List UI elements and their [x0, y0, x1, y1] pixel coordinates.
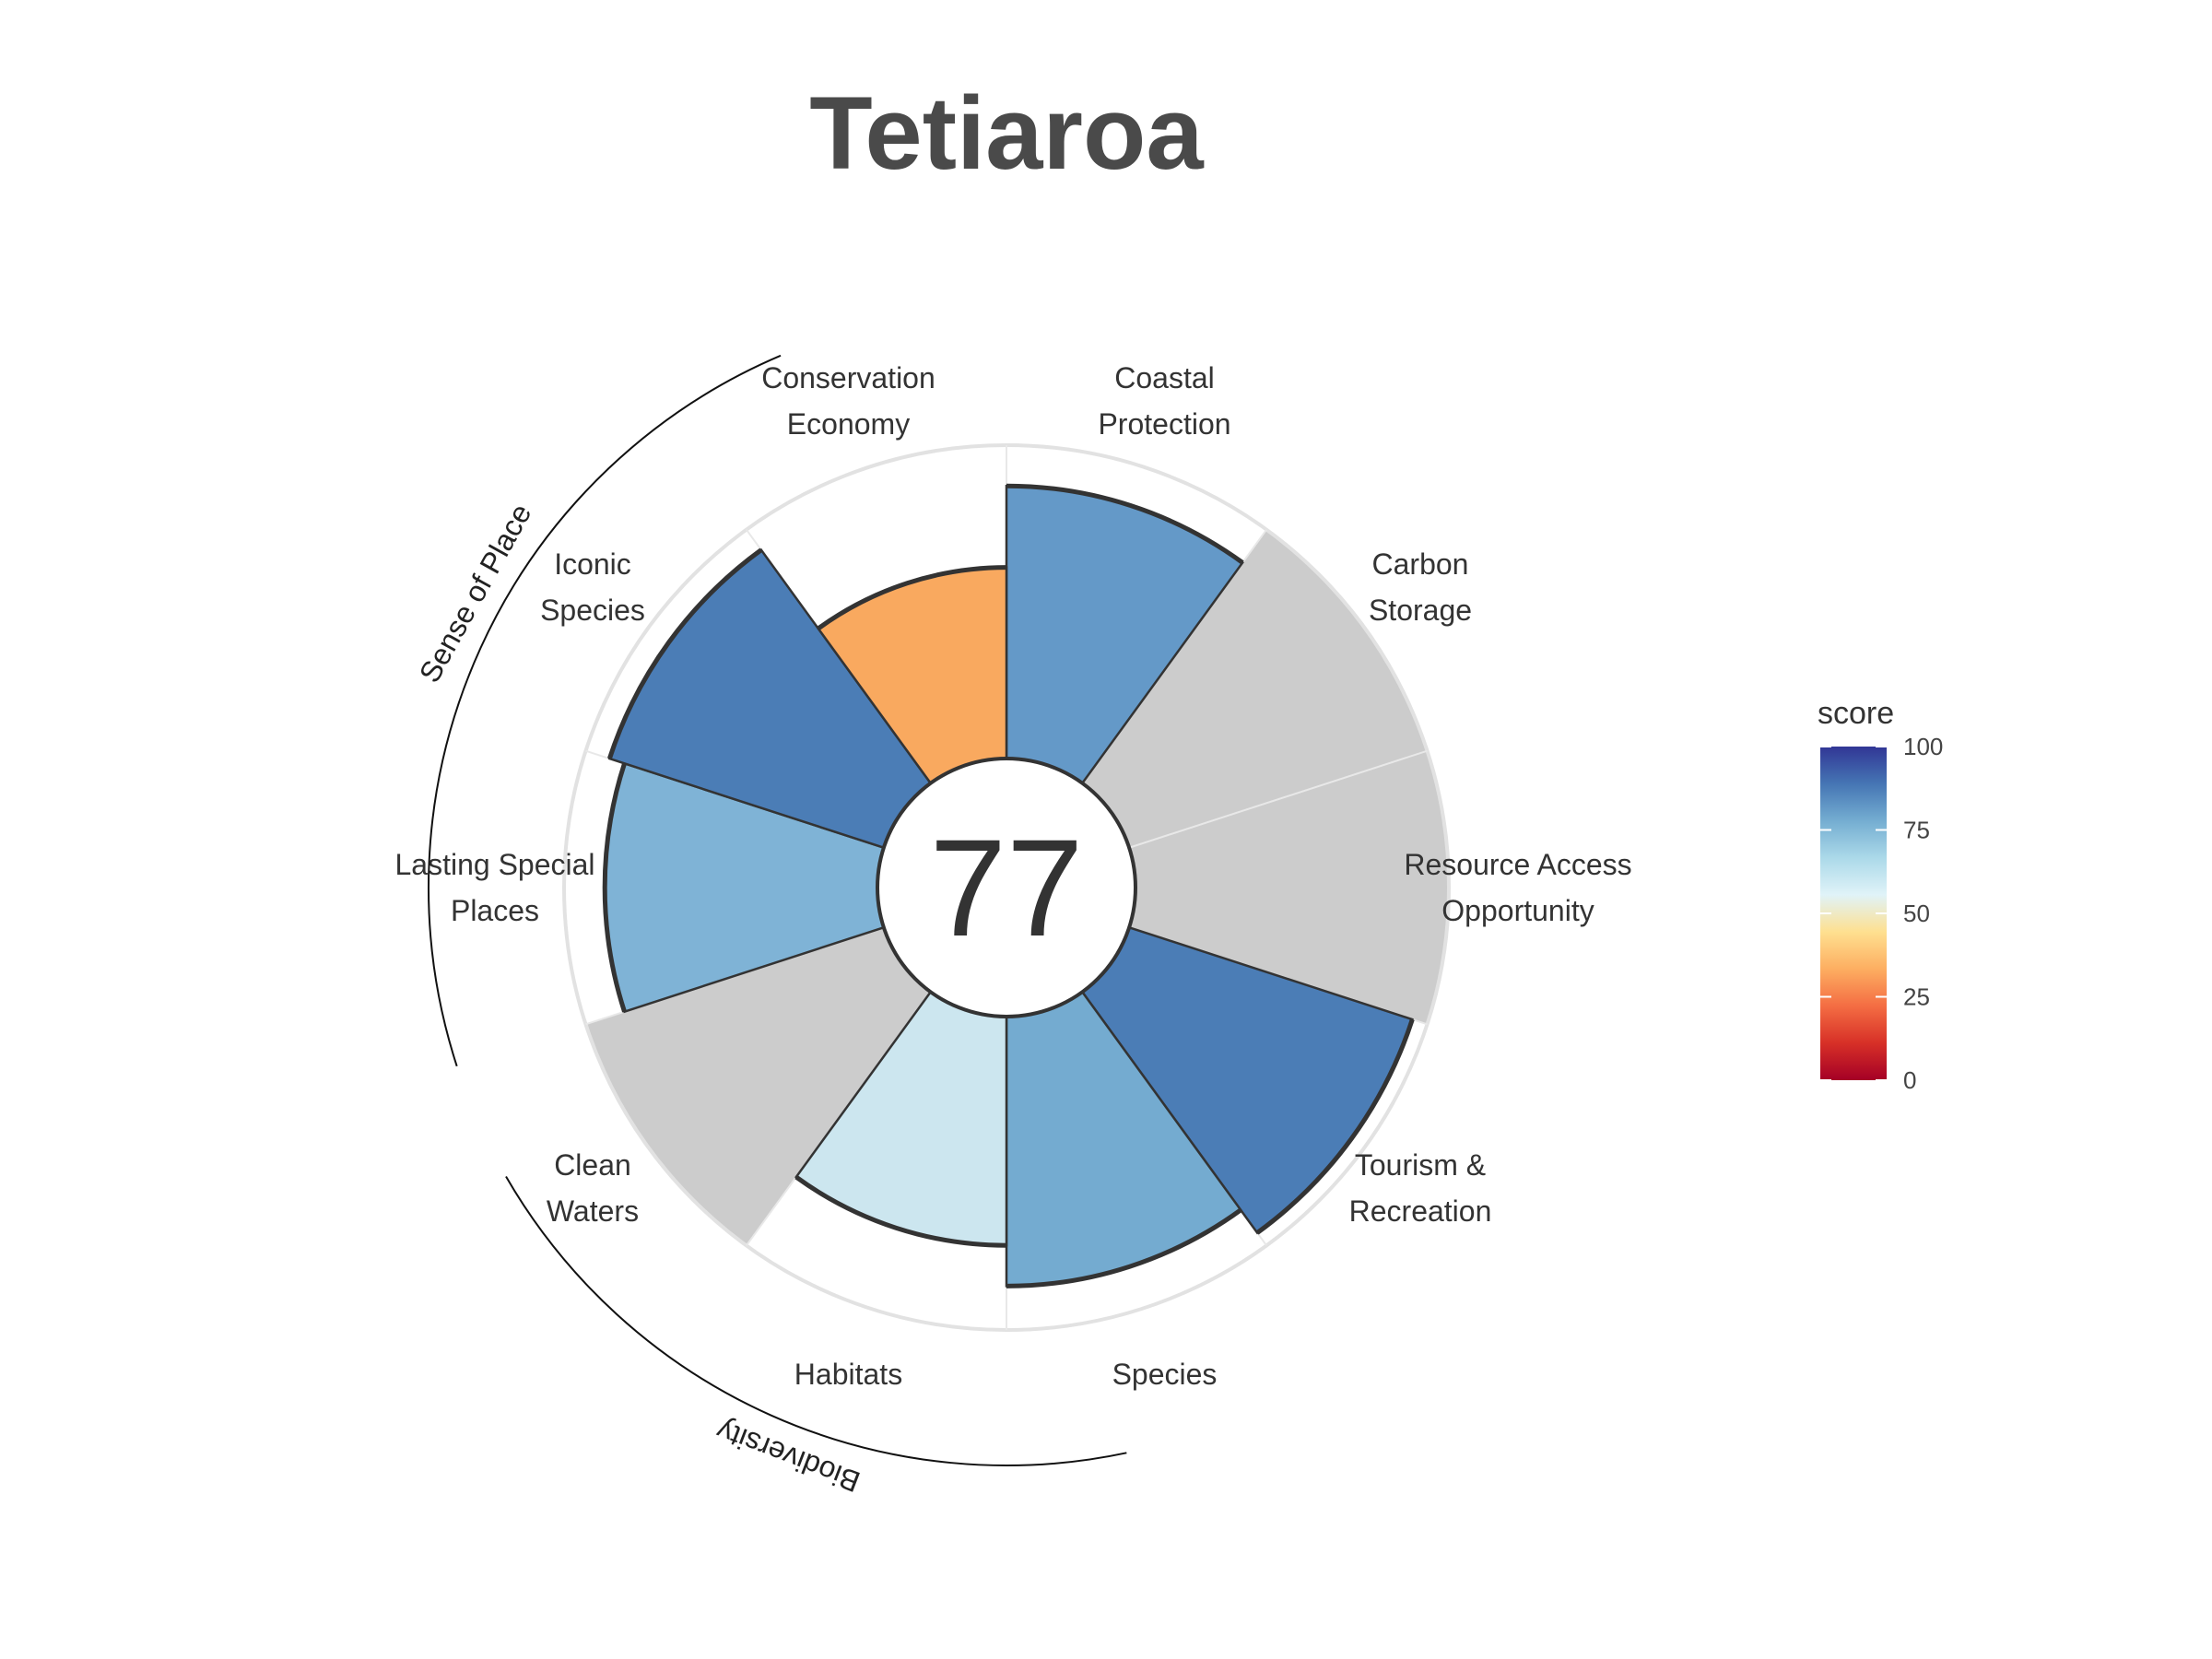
legend-tick-label: 0 [1903, 1066, 1916, 1094]
goal-label-coastal-protection-line2: Protection [1098, 407, 1230, 441]
goal-label-carbon-storage-line1: Carbon [1372, 547, 1469, 581]
legend-title: score [1818, 696, 1894, 731]
goal-label-lasting-special-places-line2: Places [451, 894, 539, 927]
petal-edge-iconic-species [606, 547, 763, 759]
petal-edge-lasting-special-places [602, 762, 627, 1013]
goal-label-tourism-recreation-line2: Recreation [1349, 1194, 1492, 1228]
petal-edge-conservation-economy [817, 565, 1007, 630]
grid-spoke [1128, 749, 1428, 849]
petal-edge-coastal-protection [1006, 483, 1244, 565]
center-circle [876, 757, 1137, 1018]
goal-label-conservation-economy-line1: Conservation [761, 361, 935, 394]
goal-label-iconic-species-line1: Iconic [554, 547, 631, 581]
score-petals [602, 483, 1415, 1288]
petal-edge-tourism-recreation [1255, 1018, 1415, 1235]
goal-label-species-line1: Species [1112, 1358, 1218, 1391]
goal-label-coastal-protection-line1: Coastal [1114, 361, 1215, 394]
legend-tick-label: 75 [1903, 817, 1930, 844]
goal-label-clean-waters-line2: Waters [547, 1194, 639, 1228]
petal-bg-carbon-storage [1082, 529, 1428, 848]
group-arc-sense-of-place [428, 354, 782, 1067]
goal-label-clean-waters-line1: Clean [554, 1148, 631, 1182]
goal-label-carbon-storage-line2: Storage [1369, 594, 1472, 627]
petal-bg-resource-access-opportunity [1129, 750, 1449, 1025]
legend-tick-label: 25 [1903, 983, 1930, 1011]
chart-title: Tetiaroa [809, 76, 1204, 191]
goal-label-resource-access-opportunity-line1: Resource Access [1404, 848, 1631, 881]
group-arc-biodiversity [505, 1175, 1127, 1466]
legend-tick-label: 100 [1903, 733, 1943, 760]
group-label-biodiversity: Biodiversity [712, 1414, 865, 1499]
petal-bg-clean-waters [585, 927, 931, 1246]
petal-edge-species [1006, 1207, 1242, 1288]
goal-label-iconic-species-line2: Species [540, 594, 645, 627]
goal-label-resource-access-opportunity-line2: Opportunity [1441, 894, 1594, 927]
petal-edge-habitats [794, 1175, 1007, 1248]
goal-label-tourism-recreation-line1: Tourism & [1355, 1148, 1486, 1182]
center-score: 77 [930, 810, 1084, 965]
legend-tick-label: 50 [1903, 900, 1930, 927]
goal-label-habitats-line1: Habitats [794, 1358, 902, 1391]
legend-ticks: 100 75 50 25 0 [1820, 733, 1943, 1094]
legend: score 100 75 50 25 0 [1818, 696, 1943, 1094]
goal-label-lasting-special-places-line1: Lasting Special [394, 848, 594, 881]
goal-label-conservation-economy-line2: Economy [787, 407, 910, 441]
